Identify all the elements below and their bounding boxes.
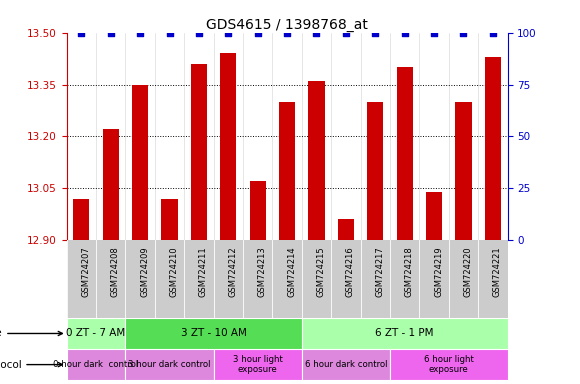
Bar (397, 67, 413, 240)
Bar (279, 102, 295, 240)
Point (429, 30, 438, 36)
Text: GSM724210: GSM724210 (169, 247, 179, 297)
Text: 3 hour light
exposure: 3 hour light exposure (233, 355, 282, 374)
Text: 3 hour dark control: 3 hour dark control (128, 360, 211, 369)
Bar (220, 53, 237, 240)
Bar (302, 318, 508, 349)
Bar (338, 219, 354, 240)
Bar (426, 192, 442, 240)
Text: 3 ZT - 10 AM: 3 ZT - 10 AM (181, 328, 246, 338)
Point (282, 30, 292, 36)
Point (77, 30, 86, 36)
Bar (125, 349, 213, 380)
Text: GSM724208: GSM724208 (111, 247, 120, 297)
Text: 6 hour dark control: 6 hour dark control (304, 360, 387, 369)
Point (165, 30, 174, 36)
Point (194, 30, 204, 36)
Text: GSM724221: GSM724221 (493, 247, 502, 297)
Title: GDS4615 / 1398768_at: GDS4615 / 1398768_at (206, 18, 368, 31)
Text: GSM724220: GSM724220 (463, 247, 473, 297)
Bar (67, 349, 125, 380)
Text: GSM724216: GSM724216 (346, 247, 355, 297)
Text: 6 ZT - 1 PM: 6 ZT - 1 PM (375, 328, 434, 338)
Text: GSM724209: GSM724209 (140, 247, 149, 297)
Bar (191, 64, 207, 240)
Point (371, 30, 380, 36)
Point (224, 30, 233, 36)
Text: GSM724211: GSM724211 (199, 247, 208, 297)
Point (341, 30, 350, 36)
Bar (103, 129, 119, 240)
Text: 0 hour dark  control: 0 hour dark control (53, 360, 139, 369)
Point (459, 30, 468, 36)
Point (106, 30, 115, 36)
Text: GSM724219: GSM724219 (434, 247, 443, 297)
Text: 0 ZT - 7 AM: 0 ZT - 7 AM (67, 328, 126, 338)
Text: GSM724214: GSM724214 (287, 247, 296, 297)
Bar (485, 57, 501, 240)
Bar (302, 349, 390, 380)
Text: protocol: protocol (0, 359, 63, 369)
Bar (67, 318, 125, 349)
Bar (249, 181, 266, 240)
Point (400, 30, 409, 36)
Bar (161, 199, 177, 240)
Text: GSM724217: GSM724217 (375, 247, 385, 297)
Text: GSM724212: GSM724212 (229, 247, 237, 297)
Point (488, 30, 498, 36)
Text: GSM724207: GSM724207 (81, 247, 90, 297)
Bar (213, 349, 302, 380)
Text: 6 hour light
exposure: 6 hour light exposure (424, 355, 474, 374)
Bar (73, 199, 89, 240)
Text: time: time (0, 328, 63, 338)
Point (312, 30, 321, 36)
Point (253, 30, 262, 36)
Text: GSM724213: GSM724213 (258, 247, 267, 297)
Bar (390, 349, 508, 380)
Bar (367, 102, 383, 240)
Text: GSM724218: GSM724218 (405, 247, 414, 297)
Bar (125, 318, 302, 349)
Text: GSM724215: GSM724215 (317, 247, 325, 297)
Bar (309, 81, 325, 240)
Point (136, 30, 145, 36)
Bar (132, 84, 148, 240)
Bar (455, 102, 472, 240)
